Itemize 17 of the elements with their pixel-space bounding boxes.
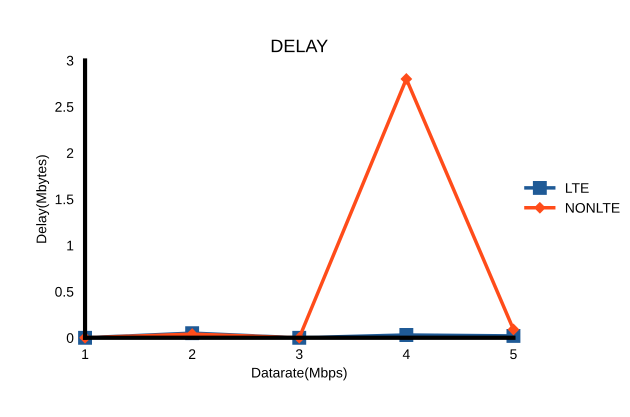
x-tick-label: 1	[82, 349, 88, 359]
y-tick-label: 3	[66, 56, 74, 66]
y-axis-title: Delay(Mbytes)	[36, 155, 50, 243]
legend-label: LTE	[566, 183, 589, 193]
x-tick-label: 2	[188, 349, 196, 359]
x-tick-label: 4	[402, 349, 410, 359]
y-tick-label: 2.5	[55, 102, 74, 112]
legend-label: NONLTE	[566, 202, 620, 213]
x-tick-label: 5	[510, 349, 517, 360]
x-axis-title: Datarate(Mbps)	[252, 367, 347, 380]
y-tick-label: 1	[67, 240, 74, 250]
y-tick-label: 2	[66, 148, 74, 158]
x-tick-label: 3	[296, 349, 302, 360]
y-tick-label: 0	[66, 333, 74, 343]
y-tick-label: 0.5	[55, 286, 74, 297]
y-tick-label: 1.5	[56, 194, 74, 204]
chart-title: DELAY	[272, 40, 328, 52]
